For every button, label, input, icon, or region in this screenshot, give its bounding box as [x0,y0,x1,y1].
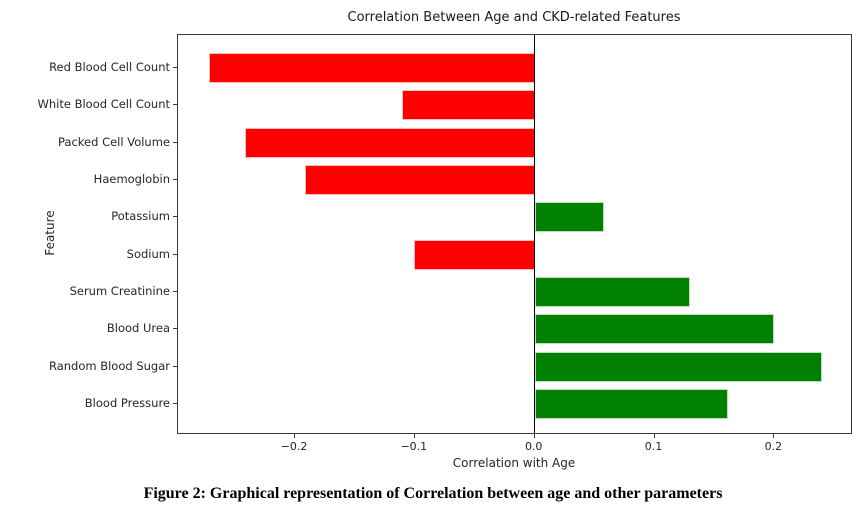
y-tick-label-serum-creatinine: Serum Creatinine [69,284,170,298]
y-tick-mark [173,141,177,143]
y-tick-label-random-blood-sugar: Random Blood Sugar [48,358,170,373]
y-tick-mark [173,67,177,68]
x-tick-mark [294,434,295,438]
figure-caption: Figure 2: Graphical representation of Co… [143,485,723,502]
x-tick-label: 0.2 [764,440,783,453]
x-tick-label: 0.0 [524,440,543,453]
bar-blood-pressure [534,389,728,419]
y-tick-mark [173,403,177,404]
y-tick-mark [173,253,177,255]
bar-white-blood-cell-count [401,90,535,121]
bar-sodium [413,239,535,270]
y-tick-label-white-blood-cell-count: White Blood Cell Count [37,97,170,112]
x-tick-mark [413,434,415,438]
chart-title: Correlation Between Age and CKD-related … [347,10,681,25]
y-tick-label-potassium: Potassium [111,209,170,224]
y-tick-mark [173,365,177,367]
x-tick-mark [653,434,655,438]
y-tick-label-blood-pressure: Blood Pressure [84,396,170,410]
bar-potassium [534,202,605,233]
x-tick-label: 0.1 [644,440,663,453]
y-tick-label-red-blood-cell-count: Red Blood Cell Count [49,60,170,74]
y-tick-mark [173,216,177,218]
bar-packed-cell-volume [244,127,535,158]
bar-haemoglobin [304,165,535,195]
zero-line [533,35,536,433]
bar-red-blood-cell-count [208,53,535,83]
bar-random-blood-sugar [534,351,823,382]
x-tick-mark [533,434,535,438]
bar-blood-urea [534,314,775,345]
x-tick-label: −0.2 [280,440,308,453]
y-tick-label-blood-urea: Blood Urea [106,321,170,336]
y-tick-label-sodium: Sodium [126,246,170,261]
x-tick-mark [773,434,775,438]
y-tick-mark [173,104,177,106]
plot-area [177,34,852,434]
y-tick-mark [173,328,177,330]
bar-serum-creatinine [534,277,691,307]
x-axis-label: Correlation with Age [452,456,576,470]
y-tick-mark [173,291,177,292]
y-tick-mark [173,179,177,180]
y-axis-label: Feature [43,210,57,256]
x-tick-label: −0.1 [400,440,428,453]
y-tick-label-packed-cell-volume: Packed Cell Volume [58,134,170,149]
y-tick-label-haemoglobin: Haemoglobin [93,172,170,186]
